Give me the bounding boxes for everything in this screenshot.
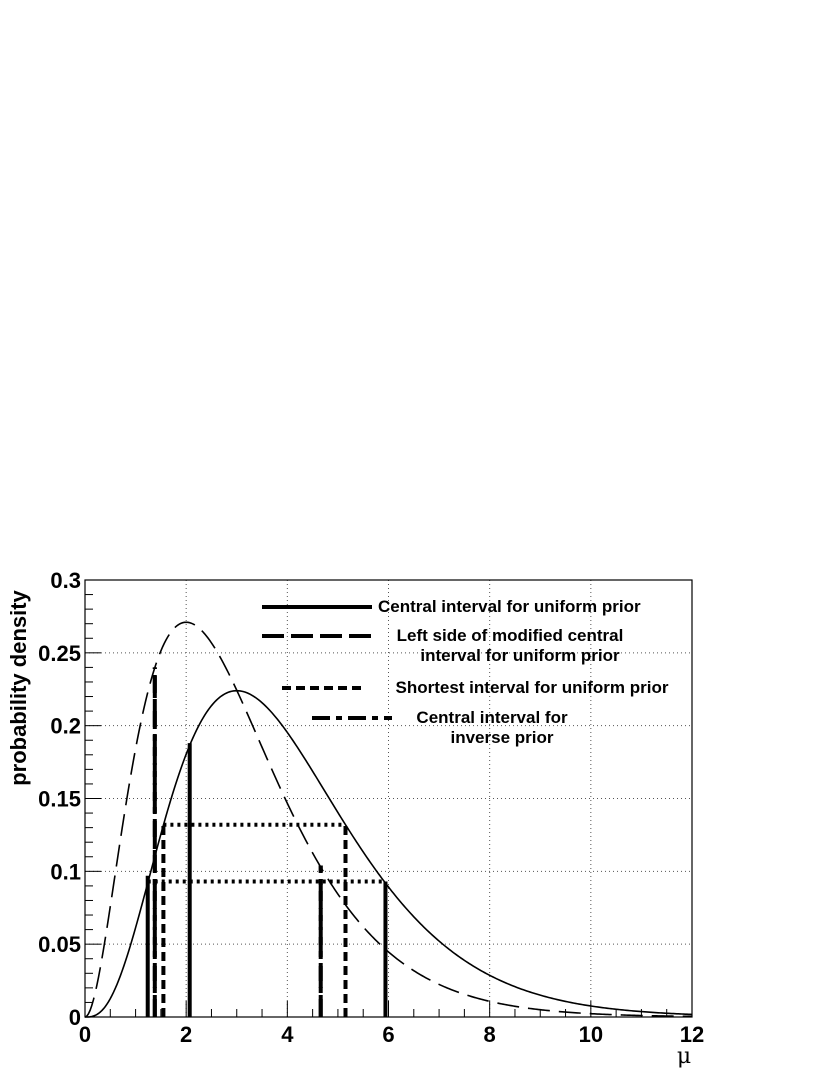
legend: Central interval for uniform prior Left s… [262, 597, 669, 747]
y-axis-title: probability density [6, 589, 31, 785]
legend-label: Shortest interval for uniform prior [396, 678, 669, 697]
legend-label: Left side of modified central [397, 626, 624, 645]
inverse-prior-curve [84, 621, 693, 1018]
y-tick-label: 0.15 [38, 787, 81, 812]
y-tick-label: 0.25 [38, 641, 81, 666]
x-tick-label: 0 [79, 1022, 91, 1047]
x-tick-labels: 0 2 4 6 8 10 12 [79, 1022, 704, 1047]
uniform-prior-curve [84, 689, 693, 1018]
y-tick-label: 0 [69, 1005, 81, 1030]
axis-ticks [84, 579, 693, 1018]
y-tick-label: 0.1 [50, 859, 81, 884]
y-tick-labels: 0 0.05 0.1 0.15 0.2 0.25 0.3 [38, 568, 81, 1030]
legend-label: Central interval for [416, 708, 568, 727]
y-tick-label: 0.3 [50, 568, 81, 593]
x-tick-label: 8 [484, 1022, 496, 1047]
x-tick-label: 12 [680, 1022, 704, 1047]
y-tick-label: 0.2 [50, 714, 81, 739]
x-tick-label: 6 [382, 1022, 394, 1047]
x-axis-title: μ [677, 1044, 691, 1069]
x-tick-label: 4 [281, 1022, 294, 1047]
interval-markers [145, 667, 388, 1017]
legend-label: interval for uniform prior [420, 646, 620, 665]
curves [84, 621, 693, 1018]
x-tick-label: 10 [579, 1022, 603, 1047]
legend-label: inverse prior [451, 728, 554, 747]
legend-label: Central interval for uniform prior [378, 597, 641, 616]
x-tick-label: 2 [180, 1022, 192, 1047]
y-tick-label: 0.05 [38, 932, 81, 957]
